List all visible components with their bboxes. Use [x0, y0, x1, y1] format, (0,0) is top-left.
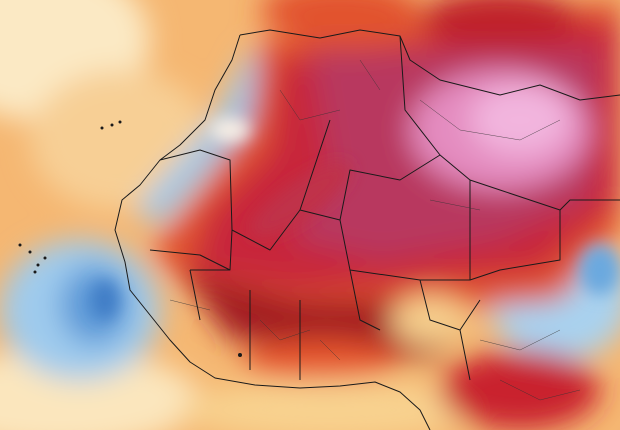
- borders: [18, 29, 620, 430]
- province-borders: [169, 59, 581, 401]
- islands: [18, 120, 242, 357]
- coastline: [114, 34, 431, 430]
- detail-shading: [91, 118, 620, 320]
- north-coast: [239, 29, 620, 101]
- country-borders: [149, 35, 620, 381]
